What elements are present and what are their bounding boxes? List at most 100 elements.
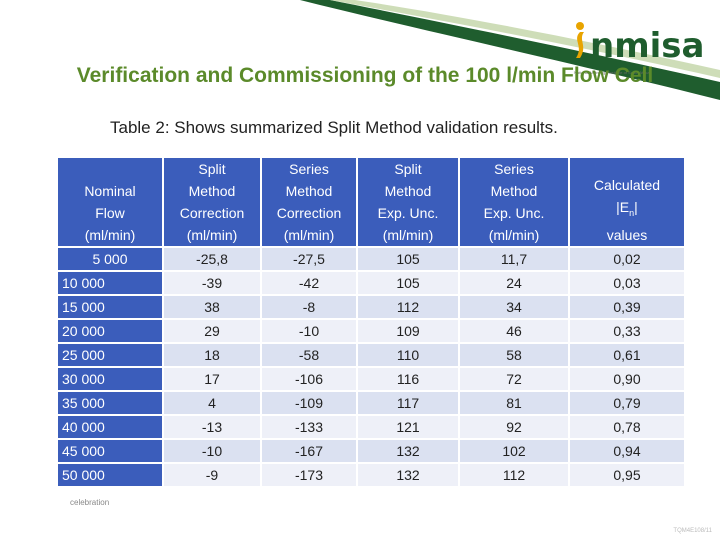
cell-split-uncertainty: 132 — [358, 464, 458, 486]
table-row: 25 000 18 -58 110 58 0,61 — [58, 344, 684, 366]
cell-series-correction: -58 — [262, 344, 356, 366]
header-en-values: Calculated |En| values — [570, 158, 684, 246]
header-text: Split — [198, 161, 226, 177]
cell-nominal-flow: 50 000 — [58, 464, 162, 486]
cell-en-value: 0,79 — [570, 392, 684, 414]
header-text: values — [606, 227, 648, 243]
cell-nominal-flow: 5 000 — [58, 248, 162, 270]
cell-split-uncertainty: 117 — [358, 392, 458, 414]
cell-series-correction: -173 — [262, 464, 356, 486]
cell-split-correction: -10 — [164, 440, 260, 462]
cell-series-uncertainty: 34 — [460, 296, 568, 318]
cell-split-uncertainty: 116 — [358, 368, 458, 390]
header-text: Method — [490, 183, 538, 199]
header-text: Split — [394, 161, 422, 177]
header-text: Correction — [179, 205, 245, 221]
cell-split-correction: -13 — [164, 416, 260, 438]
cell-split-uncertainty: 121 — [358, 416, 458, 438]
cell-series-uncertainty: 24 — [460, 272, 568, 294]
logo-figure-icon — [576, 22, 584, 58]
cell-split-correction: -39 — [164, 272, 260, 294]
header-text: Series — [494, 161, 534, 177]
cell-en-value: 0,90 — [570, 368, 684, 390]
header-split-correction: Split Method Correction (ml/min) — [164, 158, 260, 246]
table-caption: Table 2: Shows summarized Split Method v… — [110, 118, 558, 137]
footer-reference: TQM4E108/11 — [673, 528, 712, 534]
table-row: 45 000 -10 -167 132 102 0,94 — [58, 440, 684, 462]
cell-split-uncertainty: 105 — [358, 248, 458, 270]
cell-en-value: 0,33 — [570, 320, 684, 342]
cell-series-uncertainty: 102 — [460, 440, 568, 462]
cell-en-value: 0,02 — [570, 248, 684, 270]
header-text: (ml/min) — [186, 227, 238, 243]
cell-en-value: 0,61 — [570, 344, 684, 366]
cell-series-uncertainty: 81 — [460, 392, 568, 414]
cell-en-value: 0,39 — [570, 296, 684, 318]
cell-series-uncertainty: 58 — [460, 344, 568, 366]
cell-en-value: 0,94 — [570, 440, 684, 462]
table-row: 30 000 17 -106 116 72 0,90 — [58, 368, 684, 390]
cell-series-correction: -106 — [262, 368, 356, 390]
table-row: 5 000 -25,8 -27,5 105 11,7 0,02 — [58, 248, 684, 270]
header-en-subscript: n — [629, 208, 635, 218]
header-text: Method — [285, 183, 333, 199]
cell-series-uncertainty: 112 — [460, 464, 568, 486]
cell-series-correction: -167 — [262, 440, 356, 462]
header-split-uncertainty: Split Method Exp. Unc. (ml/min) — [358, 158, 458, 246]
cell-nominal-flow: 20 000 — [58, 320, 162, 342]
header-text: Calculated — [593, 177, 661, 194]
cell-nominal-flow: 40 000 — [58, 416, 162, 438]
cell-series-uncertainty: 11,7 — [460, 248, 568, 270]
header-en-suffix: | — [634, 199, 638, 216]
logo-tagline: National Metrology Institute of South Af… — [574, 70, 650, 75]
cell-en-value: 0,95 — [570, 464, 684, 486]
table-row: 10 000 -39 -42 105 24 0,03 — [58, 272, 684, 294]
header-en-prefix: |E — [616, 199, 630, 216]
cell-series-correction: -10 — [262, 320, 356, 342]
cell-en-value: 0,03 — [570, 272, 684, 294]
cell-split-correction: 17 — [164, 368, 260, 390]
cell-series-correction: -42 — [262, 272, 356, 294]
header-series-correction: Series Method Correction (ml/min) — [262, 158, 356, 246]
decorative-swoosh — [300, 0, 720, 100]
cell-nominal-flow: 45 000 — [58, 440, 162, 462]
table-row: 35 000 4 -109 117 81 0,79 — [58, 392, 684, 414]
cell-split-correction: -9 — [164, 464, 260, 486]
cell-split-uncertainty: 132 — [358, 440, 458, 462]
cell-split-uncertainty: 110 — [358, 344, 458, 366]
cell-split-correction: 38 — [164, 296, 260, 318]
cell-series-correction: -133 — [262, 416, 356, 438]
header-text: Nominal — [84, 183, 136, 199]
table-row: 20 000 29 -10 109 46 0,33 — [58, 320, 684, 342]
cell-en-value: 0,78 — [570, 416, 684, 438]
header-text: |En| — [574, 196, 680, 224]
table-row: 15 000 38 -8 112 34 0,39 — [58, 296, 684, 318]
cell-series-correction: -27,5 — [262, 248, 356, 270]
logo-text: nmisa — [590, 26, 705, 66]
cell-split-uncertainty: 105 — [358, 272, 458, 294]
slide-title: Verification and Commissioning of the 10… — [76, 64, 654, 87]
results-table: Nominal Flow (ml/min) Split Method Corre… — [56, 156, 686, 488]
header-text: (ml/min) — [84, 227, 136, 243]
header-text: (ml/min) — [488, 227, 540, 243]
header-text: Flow — [95, 205, 125, 221]
cell-nominal-flow: 10 000 — [58, 272, 162, 294]
header-text: (ml/min) — [382, 227, 434, 243]
cell-split-correction: 18 — [164, 344, 260, 366]
cell-series-uncertainty: 92 — [460, 416, 568, 438]
cell-split-correction: 29 — [164, 320, 260, 342]
header-text: Method — [384, 183, 432, 199]
cell-nominal-flow: 15 000 — [58, 296, 162, 318]
table-row: 40 000 -13 -133 121 92 0,78 — [58, 416, 684, 438]
header-text: (ml/min) — [283, 227, 335, 243]
cell-series-uncertainty: 46 — [460, 320, 568, 342]
header-text: Correction — [276, 205, 342, 221]
header-text: Exp. Unc. — [483, 205, 545, 221]
celebration-watermark: celebration — [70, 498, 110, 507]
nmisa-logo: nmisa National Metrology Institute of So… — [566, 20, 704, 80]
header-text: Series — [289, 161, 329, 177]
cell-nominal-flow: 25 000 — [58, 344, 162, 366]
cell-nominal-flow: 35 000 — [58, 392, 162, 414]
cell-split-uncertainty: 109 — [358, 320, 458, 342]
cell-series-uncertainty: 72 — [460, 368, 568, 390]
